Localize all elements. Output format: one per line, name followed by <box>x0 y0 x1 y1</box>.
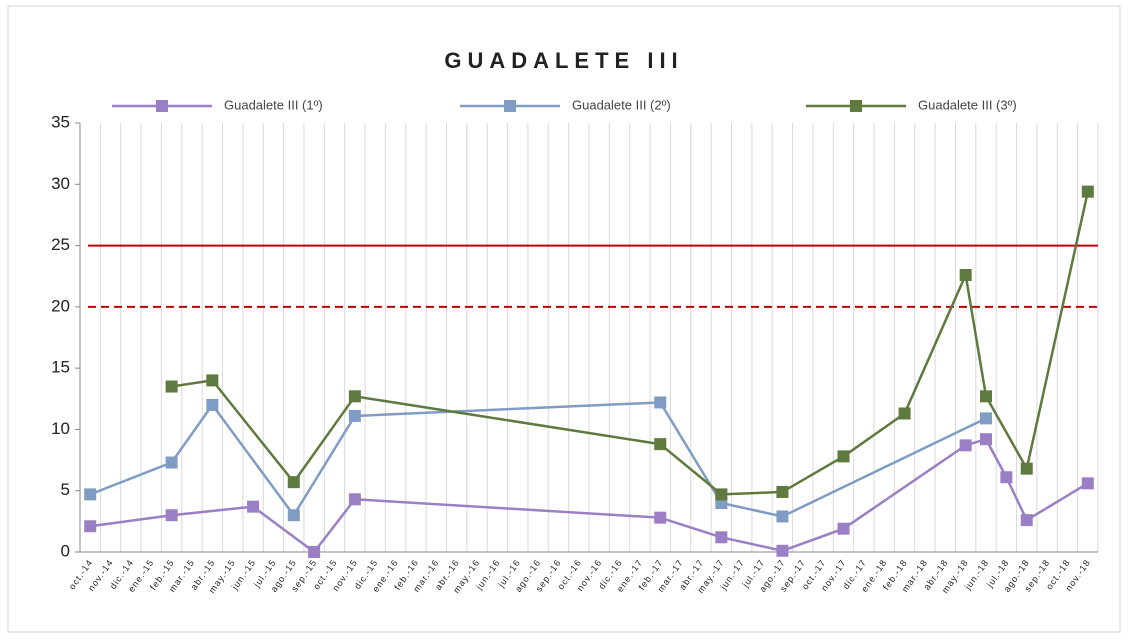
data-point <box>1020 462 1033 475</box>
y-tick-label: 25 <box>51 235 70 254</box>
legend-marker <box>156 100 168 112</box>
data-point <box>980 412 993 425</box>
y-tick-label: 5 <box>61 480 70 499</box>
data-point <box>308 546 321 558</box>
data-point <box>348 493 361 506</box>
legend-label: Guadalete III (3º) <box>918 97 1017 112</box>
data-point <box>348 390 361 403</box>
legend-label: Guadalete III (1º) <box>224 97 323 112</box>
data-point <box>247 500 260 513</box>
data-point <box>348 409 361 422</box>
y-tick-label: 10 <box>51 419 70 438</box>
legend-marker <box>850 100 862 112</box>
data-point <box>84 488 97 501</box>
data-point <box>654 396 667 409</box>
data-point <box>776 485 789 498</box>
data-point <box>980 433 993 446</box>
data-point <box>776 510 789 523</box>
y-tick-label: 0 <box>61 541 70 560</box>
data-point <box>715 531 728 544</box>
y-tick-label: 20 <box>51 296 70 315</box>
data-point <box>287 509 300 522</box>
data-point <box>654 438 667 451</box>
data-point <box>165 456 178 469</box>
data-point <box>959 439 972 452</box>
data-point <box>959 268 972 281</box>
y-tick-label: 15 <box>51 358 70 377</box>
series-line <box>90 437 1089 554</box>
data-point <box>898 407 911 420</box>
data-point <box>165 509 178 522</box>
data-point <box>1081 477 1094 490</box>
chart-title: GUADALETE III <box>444 48 683 73</box>
data-point <box>206 398 219 411</box>
y-tick-label: 35 <box>51 112 70 131</box>
data-point <box>165 380 178 393</box>
data-point <box>84 520 97 533</box>
legend-marker <box>504 100 516 112</box>
data-point <box>206 374 219 387</box>
legend-label: Guadalete III (2º) <box>572 97 671 112</box>
data-point <box>1000 471 1013 484</box>
data-point <box>1020 514 1033 527</box>
data-point <box>837 450 850 463</box>
data-point <box>1081 185 1094 198</box>
data-point <box>287 476 300 489</box>
data-point <box>715 488 728 501</box>
y-tick-label: 30 <box>51 174 70 193</box>
data-point <box>837 522 850 535</box>
data-point <box>980 390 993 403</box>
data-point <box>654 511 667 524</box>
data-point <box>776 544 789 557</box>
